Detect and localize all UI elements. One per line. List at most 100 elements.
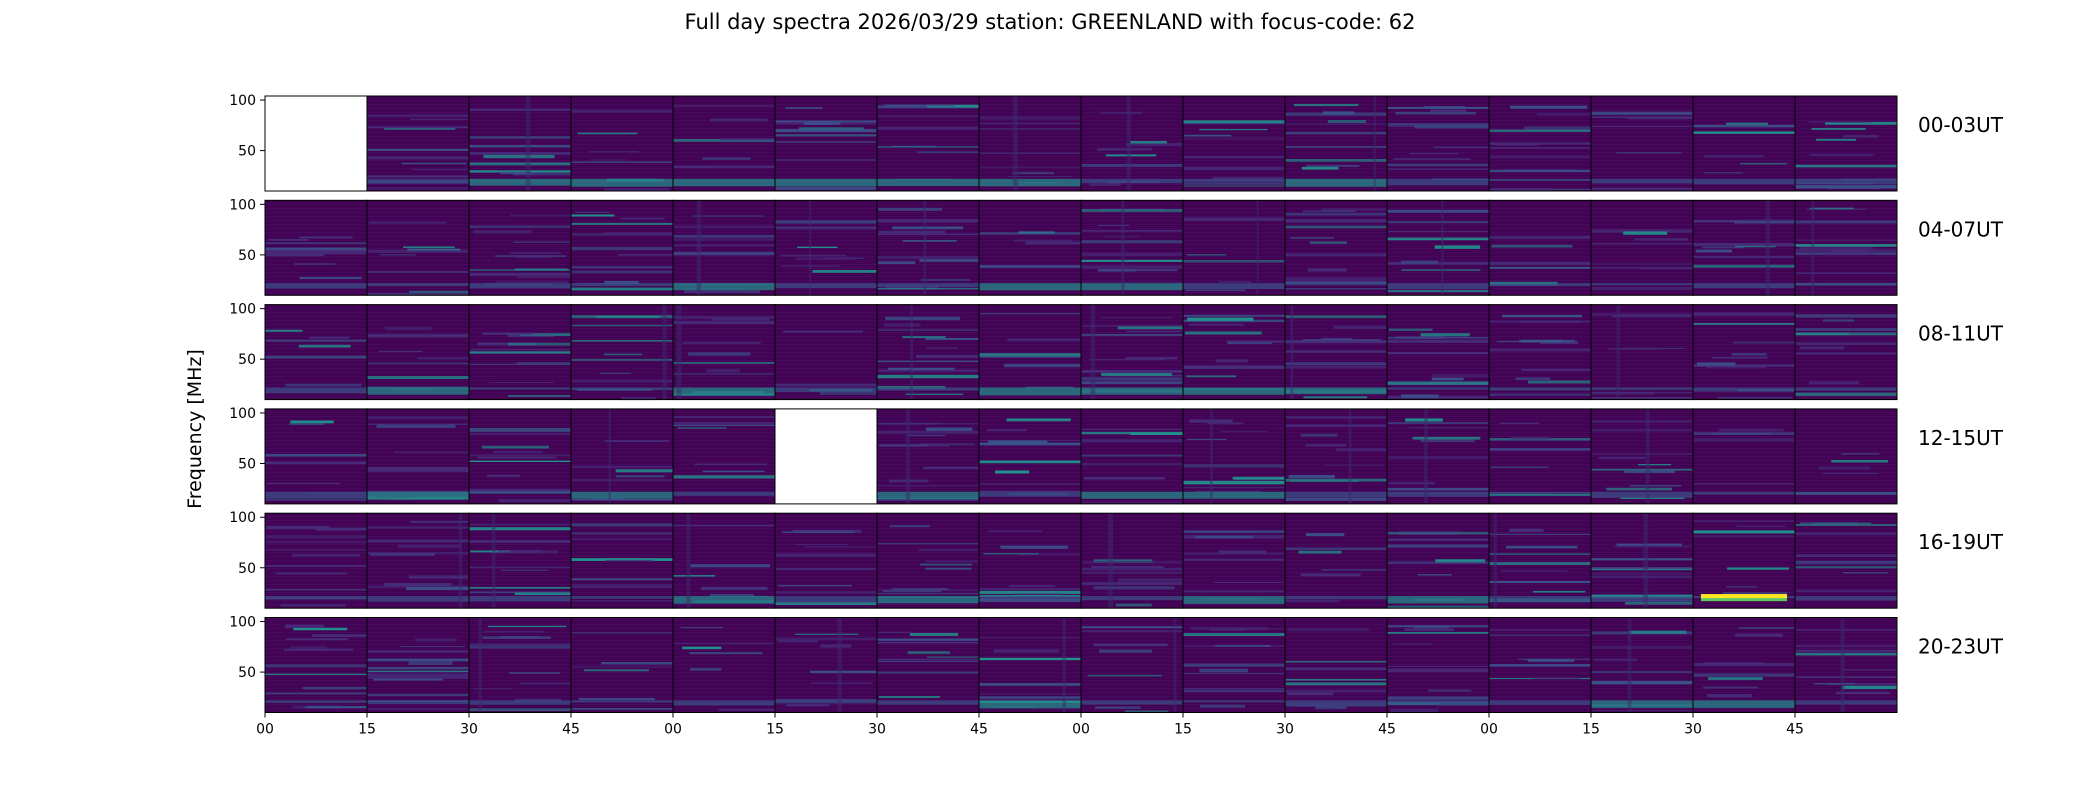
spectrogram-panel-r2-c0 xyxy=(264,304,368,401)
spectrogram-panel-r4-c12 xyxy=(1488,512,1592,609)
spectrogram-panel-r2-c1 xyxy=(366,304,470,401)
spectrogram-panel-r0-c8 xyxy=(1080,95,1184,192)
spectrogram-panel-r2-c7 xyxy=(978,304,1082,401)
spectrogram-panel-r5-c11 xyxy=(1386,617,1490,713)
row-label-08-11UT: 08-11UT xyxy=(1918,322,2004,346)
spectrogram-panel-r5-c14 xyxy=(1692,617,1796,713)
spectrogram-panel-r3-c10 xyxy=(1284,408,1388,505)
spectrogram-panel-r5-c5 xyxy=(774,617,878,713)
spectrogram-panel-r2-c14 xyxy=(1692,304,1796,401)
spectrogram-panel-r1-c3 xyxy=(570,199,674,296)
spectrogram-panel-r4-c8 xyxy=(1080,512,1184,609)
spectrogram-panel-r0-c12 xyxy=(1488,95,1592,192)
spectrogram-panel-r3-c1 xyxy=(366,408,470,505)
spectrogram-panel-r0-c10 xyxy=(1284,95,1388,192)
row-label-12-15UT: 12-15UT xyxy=(1918,426,2004,450)
spectrogram-panel-r3-c5 xyxy=(774,408,878,505)
spectrogram-panel-r0-c5 xyxy=(774,95,878,192)
spectrogram-panel-r3-c9 xyxy=(1182,408,1286,505)
spectrogram-panel-r3-c0 xyxy=(264,408,368,505)
spectrogram-panel-r1-c14 xyxy=(1692,199,1796,296)
x-tick-label: 30 xyxy=(1276,722,1294,738)
spectrogram-panel-r0-c6 xyxy=(876,95,980,192)
spectrogram-panel-r1-c13 xyxy=(1590,199,1694,296)
spectrogram-panel-r2-c8 xyxy=(1080,304,1184,401)
y-tick-label: 100 xyxy=(229,93,256,109)
spectrogram-panel-r1-c4 xyxy=(672,199,776,296)
spectrogram-panel-r2-c13 xyxy=(1590,304,1694,401)
y-tick-label: 100 xyxy=(229,406,256,422)
x-tick-label: 30 xyxy=(460,722,478,738)
spectrogram-panel-r4-c9 xyxy=(1182,512,1286,609)
y-tick-label: 50 xyxy=(238,665,256,681)
x-tick-label: 45 xyxy=(562,722,580,738)
spectrogram-panel-r1-c12 xyxy=(1488,199,1592,296)
spectrogram-panel-r0-c15 xyxy=(1794,95,1898,192)
spectrogram-panel-r2-c10 xyxy=(1284,304,1388,401)
y-tick-label: 50 xyxy=(238,248,256,264)
y-tick-label: 100 xyxy=(229,615,256,631)
spectrogram-panel-r4-c14 xyxy=(1692,512,1796,609)
x-tick-label: 45 xyxy=(970,722,988,738)
spectrogram-panel-r0-c9 xyxy=(1182,95,1286,192)
spectrogram-panel-r5-c9 xyxy=(1182,617,1286,713)
spectrogram-panel-r3-c6 xyxy=(876,408,980,505)
y-tick-label: 100 xyxy=(229,197,256,213)
x-tick-label: 45 xyxy=(1378,722,1396,738)
x-tick-label: 00 xyxy=(256,722,274,738)
y-tick-label: 50 xyxy=(238,144,256,160)
x-tick-label: 15 xyxy=(1582,722,1600,738)
row-label-04-07UT: 04-07UT xyxy=(1918,217,2004,241)
spectrogram-panel-r3-c11 xyxy=(1386,408,1490,505)
x-tick-label: 30 xyxy=(868,722,886,738)
spectrogram-panel-r0-c11 xyxy=(1386,95,1490,192)
spectrogram-panel-r1-c10 xyxy=(1284,199,1388,296)
spectrogram-panel-r1-c1 xyxy=(366,199,470,296)
spectrogram-panel-r0-c7 xyxy=(978,95,1082,192)
spectrogram-panel-r5-c2 xyxy=(468,617,572,713)
spectrogram-panel-r1-c6 xyxy=(876,199,980,296)
spectrogram-panel-r5-c7 xyxy=(978,617,1082,713)
spectrogram-panel-r3-c15 xyxy=(1794,408,1898,505)
spectrogram-panel-r2-c12 xyxy=(1488,304,1592,401)
y-tick-label: 100 xyxy=(229,302,256,318)
x-tick-label: 15 xyxy=(1174,722,1192,738)
spectrogram-panel-r1-c2 xyxy=(468,199,572,296)
spectrogram-panel-r1-c11 xyxy=(1386,199,1490,296)
y-tick-label: 50 xyxy=(238,352,256,368)
x-tick-label: 30 xyxy=(1684,722,1702,738)
spectrogram-panel-r5-c3 xyxy=(570,617,674,713)
spectrogram-panel-r3-c3 xyxy=(570,408,674,505)
spectrogram-panel-r5-c4 xyxy=(672,617,776,713)
spectrogram-panel-r1-c7 xyxy=(978,199,1082,296)
spectrogram-panel-r2-c5 xyxy=(774,304,878,401)
spectrogram-panel-r2-c4 xyxy=(672,304,776,401)
spectrogram-panel-r0-c4 xyxy=(672,95,776,192)
spectrogram-panel-r2-c3 xyxy=(570,304,674,401)
spectrogram-panel-r4-c7 xyxy=(978,512,1082,609)
spectrogram-panel-r3-c4 xyxy=(672,408,776,505)
spectrogram-panel-r4-c13 xyxy=(1590,512,1694,609)
y-tick-label: 50 xyxy=(238,561,256,577)
x-tick-label: 45 xyxy=(1786,722,1804,738)
spectrogram-panel-r3-c12 xyxy=(1488,408,1592,505)
spectrogram-panel-r3-c13 xyxy=(1590,408,1694,505)
spectrogram-panel-r4-c4 xyxy=(672,512,776,609)
spectrogram-panel-r4-c5 xyxy=(774,512,878,609)
spectrogram-panel-r1-c15 xyxy=(1794,199,1898,296)
spectrogram-panel-r5-c0 xyxy=(264,617,368,713)
spectrogram-panel-r2-c9 xyxy=(1182,304,1286,401)
spectrogram-panel-r4-c11 xyxy=(1386,512,1490,609)
spectrogram-panel-r1-c9 xyxy=(1182,199,1286,296)
spectrogram-panel-r1-c8 xyxy=(1080,199,1184,296)
spectrogram-panel-r0-c3 xyxy=(570,95,674,192)
spectrogram-panel-r0-c1 xyxy=(366,95,470,192)
x-tick-label: 00 xyxy=(1072,722,1090,738)
spectrogram-panel-r1-c0 xyxy=(264,199,368,296)
chart-title: Full day spectra 2026/03/29 station: GRE… xyxy=(684,10,1416,34)
spectrogram-panel-r0-c13 xyxy=(1590,95,1694,192)
spectrogram-panel-r0-c0 xyxy=(264,95,368,192)
spectrogram-panel-r5-c10 xyxy=(1284,617,1388,713)
spectrogram-panel-r3-c8 xyxy=(1080,408,1184,505)
